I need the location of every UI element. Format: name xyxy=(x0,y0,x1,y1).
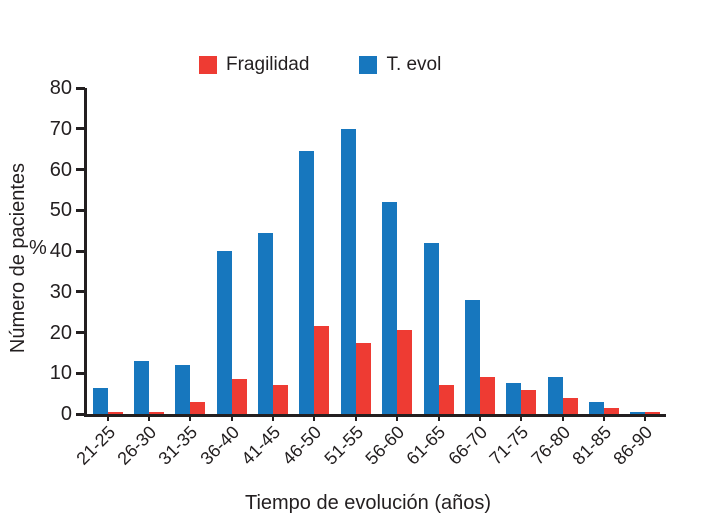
y-axis-tick xyxy=(76,86,85,90)
y-axis-tick-label: 70 xyxy=(49,117,72,140)
x-axis-tick-label: 61-65 xyxy=(402,422,450,469)
x-axis-title: Tiempo de evolución (años) xyxy=(244,492,492,514)
bar-fragilidad-31-35 xyxy=(190,401,206,414)
bar-t-evol-66-70 xyxy=(464,299,480,414)
x-axis-tick xyxy=(106,417,109,421)
y-axis-tick-label: 50 xyxy=(49,199,72,222)
bar-t-evol-21-25 xyxy=(92,387,108,414)
y-axis-tick xyxy=(76,331,85,334)
y-axis-tick-label: 20 xyxy=(49,321,72,344)
y-axis-tick-label: 0 xyxy=(60,403,72,425)
legend-item-fragilidad: Fragilidad xyxy=(199,54,309,76)
x-axis-tick-label: 56-60 xyxy=(361,422,409,469)
y-axis-tick-label: 10 xyxy=(49,362,72,385)
bar-t-evol-76-80 xyxy=(547,377,563,414)
y-axis-unit-label: % xyxy=(29,237,47,259)
x-axis-tick-label: 51-55 xyxy=(320,422,367,469)
y-axis-tick-label: 60 xyxy=(49,158,72,181)
x-axis-tick xyxy=(148,417,151,421)
plot-area xyxy=(87,88,666,414)
bar-t-evol-81-85 xyxy=(588,401,604,414)
legend-swatch-fragilidad-icon xyxy=(199,56,217,74)
bar-t-evol-41-45 xyxy=(258,232,274,414)
bar-fragilidad-36-40 xyxy=(231,379,247,414)
y-axis-tick xyxy=(76,168,85,171)
x-axis-tick xyxy=(644,417,647,421)
bar-t-evol-26-30 xyxy=(134,361,150,414)
bar-t-evol-51-55 xyxy=(340,128,356,414)
x-axis-tick-label: 46-50 xyxy=(278,422,326,469)
bar-fragilidad-61-65 xyxy=(438,385,454,414)
y-axis-tick-label: 30 xyxy=(49,280,72,303)
x-axis-tick xyxy=(520,417,523,421)
x-axis-tick xyxy=(396,417,399,421)
x-axis-line xyxy=(84,414,666,417)
x-axis-tick xyxy=(272,417,275,421)
bar-t-evol-36-40 xyxy=(216,251,232,414)
legend-item-tevol: T. evol xyxy=(359,54,441,76)
bar-fragilidad-41-45 xyxy=(273,385,289,414)
bar-fragilidad-86-90 xyxy=(645,411,661,414)
x-axis-tick xyxy=(602,417,605,421)
y-axis-tick xyxy=(76,208,85,212)
x-axis-tick xyxy=(230,417,233,421)
x-axis-tick xyxy=(478,417,481,421)
y-axis-line xyxy=(84,88,87,417)
x-axis-tick-label: 26-30 xyxy=(113,422,161,469)
bar-t-evol-31-35 xyxy=(175,365,191,414)
bar-fragilidad-26-30 xyxy=(149,411,165,414)
bar-t-evol-61-65 xyxy=(423,242,439,414)
x-axis-tick xyxy=(561,417,564,421)
bar-fragilidad-21-25 xyxy=(107,411,123,414)
x-axis-tick xyxy=(354,417,357,421)
bar-fragilidad-56-60 xyxy=(397,330,413,414)
x-axis-tick-label: 66-70 xyxy=(444,422,492,469)
bar-fragilidad-46-50 xyxy=(314,326,330,414)
x-axis-tick-label: 41-45 xyxy=(237,422,285,469)
x-axis-tick xyxy=(437,417,440,421)
y-axis-tick xyxy=(76,249,85,253)
bar-t-evol-46-50 xyxy=(299,151,315,414)
x-axis-tick-label: 81-85 xyxy=(568,422,616,469)
x-axis-tick-label: 86-90 xyxy=(609,422,657,469)
legend-swatch-tevol-icon xyxy=(359,56,378,74)
x-axis-tick-label: 21-25 xyxy=(72,422,119,469)
y-axis-tick xyxy=(76,371,85,375)
bar-fragilidad-71-75 xyxy=(521,389,537,414)
x-axis-tick-label: 76-80 xyxy=(527,422,574,469)
bar-fragilidad-81-85 xyxy=(603,407,619,414)
bar-fragilidad-66-70 xyxy=(479,377,495,414)
bar-t-evol-86-90 xyxy=(630,411,646,414)
y-axis-tick xyxy=(76,412,85,416)
y-axis-tick-label: 80 xyxy=(49,77,72,99)
y-axis-tick xyxy=(76,290,85,294)
x-axis-tick-label: 31-35 xyxy=(154,422,202,469)
y-axis-tick-label: 40 xyxy=(49,240,72,262)
x-axis-tick-label: 71-75 xyxy=(485,422,533,469)
bar-t-evol-71-75 xyxy=(506,383,522,414)
x-axis-tick-label: 36-40 xyxy=(196,422,243,469)
x-axis-tick xyxy=(189,417,192,421)
bar-fragilidad-51-55 xyxy=(355,342,371,414)
legend-label-fragilidad: Fragilidad xyxy=(226,54,310,75)
bar-t-evol-56-60 xyxy=(382,202,398,414)
bar-fragilidad-76-80 xyxy=(562,397,578,414)
x-axis-tick xyxy=(313,417,316,421)
chart-legend: Fragilidad T. evol xyxy=(199,54,441,76)
legend-label-tevol: T. evol xyxy=(386,54,442,75)
y-axis-tick xyxy=(76,127,85,131)
